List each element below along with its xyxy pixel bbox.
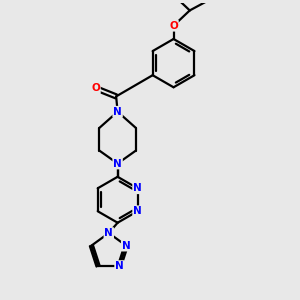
Text: N: N (122, 241, 130, 250)
Text: N: N (115, 261, 124, 271)
Text: N: N (104, 228, 113, 238)
Text: N: N (133, 183, 142, 193)
Text: N: N (113, 158, 122, 169)
Text: O: O (169, 21, 178, 31)
Text: N: N (113, 107, 122, 117)
Text: N: N (133, 206, 142, 216)
Text: O: O (91, 83, 100, 93)
